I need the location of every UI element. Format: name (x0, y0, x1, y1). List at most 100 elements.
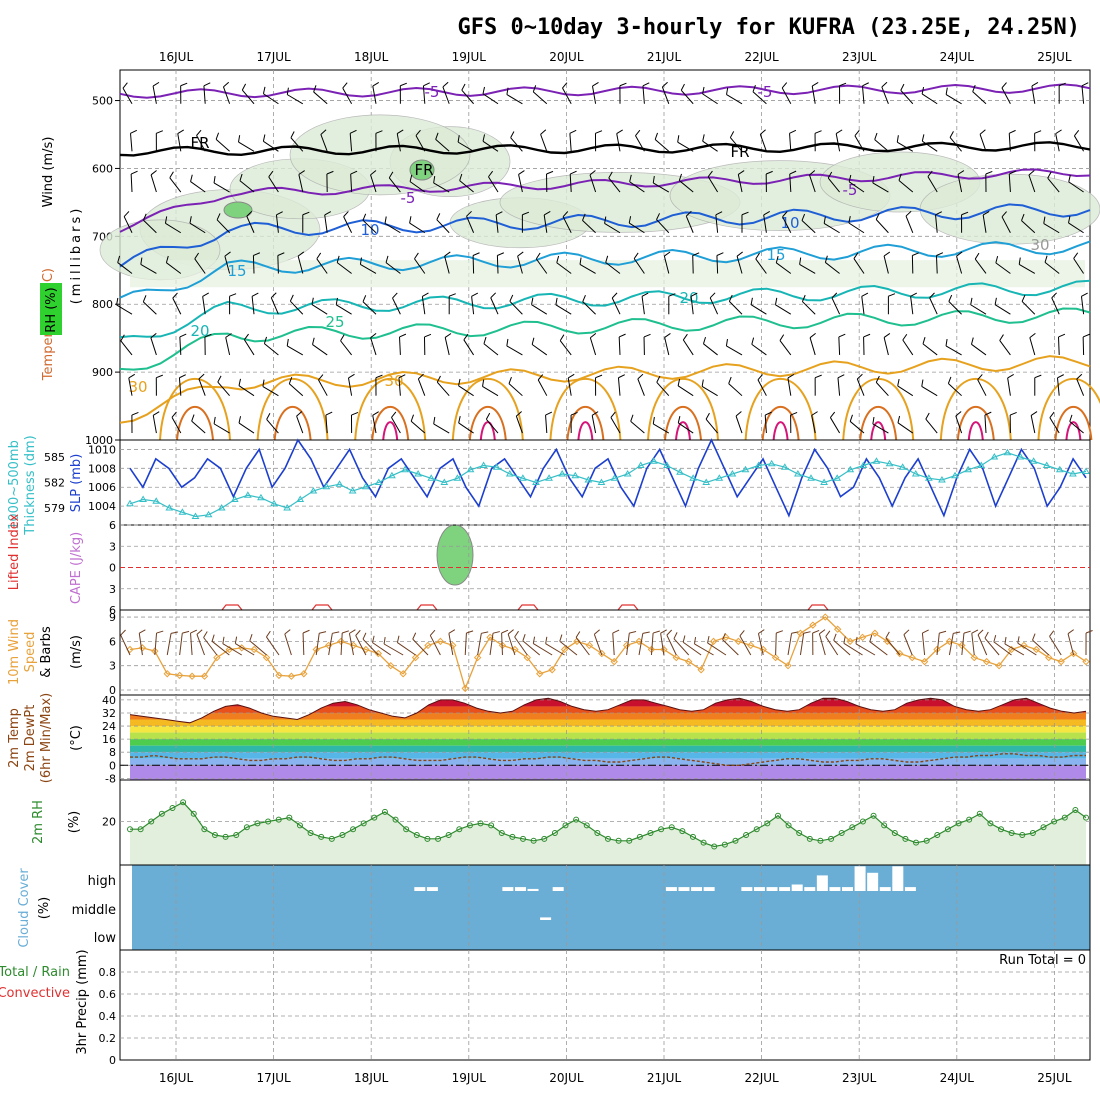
rh-marker (243, 824, 250, 831)
upper-wind-barb (616, 133, 621, 152)
rh-marker (307, 830, 314, 837)
cloud-tick-label: middle (72, 903, 116, 918)
upper-wind-barb-flag (152, 81, 160, 87)
isotherm-35 (451, 378, 524, 441)
upper-wind-barb (150, 174, 157, 193)
upper-wind-barb (872, 423, 889, 434)
surface-wind-barb-flag (492, 631, 500, 634)
thickness-marker (257, 493, 265, 501)
upper-wind-barb-flag (921, 86, 925, 95)
upper-wind-barb (1001, 87, 1011, 104)
upper-wind-barb (1018, 264, 1036, 274)
upper-wind-barb-flag (935, 211, 943, 216)
contour-label: -5 (425, 83, 440, 101)
li-bump (617, 604, 639, 611)
upper-wind-barb (715, 214, 719, 233)
upper-wind-barb-flag (457, 135, 460, 143)
surface-wind-barb (179, 633, 183, 656)
rh-marker (180, 799, 187, 806)
rh-legend-swatch (40, 283, 62, 335)
surface-wind-barb (190, 633, 193, 656)
thickness-marker (767, 459, 776, 467)
isotherm-35 (256, 378, 329, 441)
surface-wind-barb-flag (190, 629, 198, 634)
date-label-bottom: 21JUL (647, 1071, 682, 1085)
date-label-top: 17JUL (256, 50, 291, 64)
rh-marker (774, 812, 781, 819)
upper-wind-barb-flag (458, 378, 461, 386)
surface-wind-barb-flag (319, 631, 327, 634)
upper-wind-barb-flag (289, 294, 294, 302)
upper-wind-barb-flag (517, 251, 524, 257)
upper-wind-barb (979, 134, 987, 152)
rh-marker (286, 814, 293, 821)
thickness-marker (636, 461, 645, 468)
rh-marker (987, 820, 994, 827)
wind-label-3: & Barbs (39, 626, 54, 678)
upper-wind-barb-flag (970, 337, 974, 345)
upper-wind-barb (642, 85, 645, 104)
upper-wind-barb (190, 181, 206, 193)
surface-wind-barb-flag (429, 629, 436, 636)
upper-wind-barb (1029, 337, 1036, 356)
upper-wind-barb-flag (150, 333, 157, 339)
surface-wind-barb-flag (532, 636, 536, 644)
surface-wind-barb (707, 642, 727, 656)
surface-wind-barb-flag (963, 630, 971, 634)
upper-wind-barb-flag (702, 134, 705, 142)
upper-wind-barb (442, 86, 450, 104)
upper-wind-barb-flag (372, 81, 380, 87)
surface-wind-barb-flag (819, 629, 826, 635)
upper-wind-barb (726, 345, 743, 356)
upper-wind-barb-flag (664, 333, 671, 338)
surface-wind-barb (362, 638, 379, 656)
upper-wind-barb (392, 297, 401, 315)
upper-wind-barb (436, 381, 450, 397)
date-label-bottom: 18JUL (354, 1071, 389, 1085)
upper-wind-barb (582, 220, 596, 234)
upper-wind-barb-flag (510, 131, 515, 138)
rh-marker (658, 826, 665, 833)
upper-wind-barb-flag (423, 82, 430, 87)
upper-wind-barb (482, 93, 499, 105)
wind-speed-marker (300, 670, 308, 678)
upper-wind-barb (900, 90, 914, 105)
wind-speed-marker (771, 653, 780, 662)
upper-wind-barb-flag (630, 414, 634, 422)
precip-tick-label: 0.8 (99, 966, 117, 979)
upper-wind-barb-flag (202, 292, 209, 297)
upper-wind-barb-flag (495, 211, 503, 216)
surface-wind-barb-flag (1004, 636, 1007, 644)
upper-wind-barb (605, 262, 621, 274)
contour-label: 30 (1030, 236, 1049, 254)
upper-wind-barb-flag (164, 216, 168, 224)
wind-speed-marker (635, 637, 643, 646)
upper-wind-barb-flag (122, 82, 128, 89)
upper-wind-barb-flag (728, 294, 733, 302)
upper-wind-barb (130, 133, 133, 152)
surface-wind-barb-flag (984, 631, 989, 639)
upper-wind-barb-flag (875, 375, 880, 383)
upper-wind-barb (165, 222, 182, 234)
upper-wind-barb-flag (471, 292, 479, 297)
upper-wind-barb-flag (824, 255, 828, 263)
upper-wind-barb (949, 137, 962, 152)
upper-wind-barb-flag (1034, 130, 1042, 134)
upper-wind-barb-flag (782, 211, 788, 218)
rh-marker (976, 810, 983, 817)
upper-wind-barb (801, 220, 816, 234)
upper-wind-barb (537, 379, 548, 396)
upper-wind-barb (999, 340, 1011, 356)
upper-wind-barb-flag (922, 337, 926, 345)
thickness-marker (1029, 457, 1038, 464)
thickness-marker (518, 474, 527, 481)
surface-wind-barb-flag (652, 630, 660, 634)
upper-wind-barb-flag (372, 411, 379, 416)
upper-wind-barb (444, 337, 450, 356)
upper-wind-barb (372, 85, 377, 104)
upper-wind-barb-flag (1069, 414, 1073, 422)
wind-speed-marker (821, 613, 829, 621)
upper-wind-barb-flag (241, 83, 247, 91)
upper-wind-barb (275, 214, 279, 233)
rh-marker (466, 822, 473, 829)
